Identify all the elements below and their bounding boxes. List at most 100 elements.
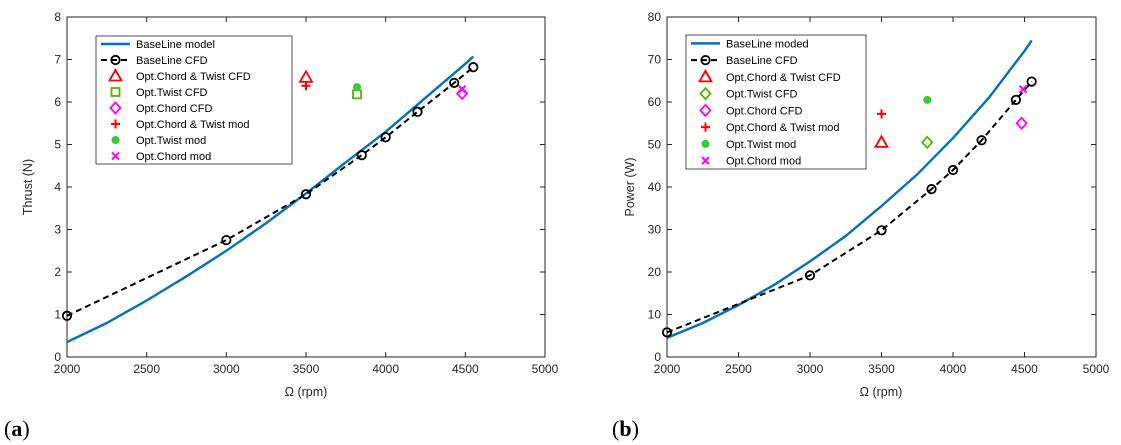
legend-entry: Opt.Chord & Twist CFD <box>107 68 251 83</box>
data-point <box>1010 94 1022 105</box>
data-point <box>804 270 816 281</box>
panel-label-a: (a) <box>4 416 30 441</box>
series-line <box>666 39 1033 340</box>
legend-entry: Opt.Twist CFD <box>110 87 208 99</box>
y-tick-label: 30 <box>648 223 662 237</box>
series-baseline-cfd <box>61 62 479 321</box>
legend-box <box>685 34 867 170</box>
legend-label: BaseLine moded <box>726 38 809 50</box>
x-axis: 2000 2500 3000 3500 4000 4500 5000 <box>654 17 1110 376</box>
legend-entry: Opt.Twist CFD <box>699 86 798 101</box>
data-point <box>661 327 673 338</box>
x-tick-label: 4000 <box>940 362 967 376</box>
plot-marks <box>61 55 479 344</box>
legend-label: Opt.Chord CFD <box>726 105 802 117</box>
series-opt-chord-mod <box>457 85 467 94</box>
series-opt-chord-twist-cfd <box>873 134 890 148</box>
x-tick-label: 4000 <box>372 362 399 376</box>
data-point <box>61 310 73 321</box>
legend-label: Opt.Chord mod <box>726 156 801 168</box>
legend-entry: Opt.Chord & Twist mod <box>701 122 840 134</box>
y-tick-label: 60 <box>648 95 662 109</box>
y-tick-label: 40 <box>648 180 662 194</box>
legend-label: Opt.Twist CFD <box>726 89 798 101</box>
y-tick-label: 10 <box>648 308 662 322</box>
legend: BaseLine model BaseLine CFD Opt.Chord & Tw… <box>95 35 293 165</box>
legend-label: Opt.Chord mod <box>136 151 211 163</box>
series-baseline-model <box>66 55 475 344</box>
legend-entry: Opt.Chord & Twist CFD <box>697 69 841 84</box>
legend-entry: BaseLine CFD <box>101 54 208 67</box>
series-opt-chord-twist-mod <box>877 109 886 119</box>
x-tick-label: 4500 <box>1011 362 1038 376</box>
legend-label: Opt.Chord CFD <box>136 103 212 115</box>
x-tick-label: 2000 <box>654 362 681 376</box>
legend-label: BaseLine model <box>136 39 215 51</box>
panel-label-b: (b) <box>612 416 639 441</box>
legend-entry: Opt.Chord CFD <box>109 101 212 115</box>
data-point <box>412 106 423 117</box>
legend-marker <box>699 103 712 118</box>
data-point <box>468 62 479 73</box>
legend-marker <box>699 86 712 101</box>
x-tick-label: 2000 <box>54 362 81 376</box>
x-axis: 2000 2500 3000 3500 4000 4500 5000 <box>54 17 559 376</box>
data-point <box>947 164 959 176</box>
y-tick-label: 6 <box>54 95 61 109</box>
data-point <box>877 109 886 119</box>
legend-marker <box>701 139 710 148</box>
x-axis-label: Ω (rpm) <box>860 385 903 399</box>
y-tick-label: 3 <box>54 223 61 237</box>
legend-label: Opt.Twist mod <box>726 139 796 151</box>
legend-box <box>95 35 293 165</box>
legend-marker <box>111 151 120 161</box>
x-tick-label: 2500 <box>725 362 752 376</box>
series-line <box>66 55 475 344</box>
series-baseline-cfd <box>661 76 1037 338</box>
data-point <box>923 95 932 104</box>
x-tick-label: 3000 <box>797 362 824 376</box>
data-point <box>921 135 934 150</box>
legend-marker <box>110 87 121 97</box>
data-point <box>976 135 987 146</box>
y-tick-label: 20 <box>648 265 662 279</box>
data-point <box>356 150 367 161</box>
x-tick-label: 3000 <box>213 362 240 376</box>
x-tick-label: 4500 <box>452 362 479 376</box>
legend-label: Opt.Twist mod <box>136 135 206 147</box>
y-tick-label: 5 <box>54 138 61 152</box>
data-point <box>876 225 887 236</box>
y-tick-label: 0 <box>54 350 61 364</box>
legend: BaseLine moded BaseLine CFD Opt.Chord & Tw… <box>685 34 867 170</box>
legend-marker <box>109 101 122 115</box>
legend-marker <box>700 55 711 66</box>
y-tick-label: 80 <box>648 10 662 24</box>
power-chart: 0 10 20 30 40 50 60 70 80 2000 2500 3000 3500 4000 45… <box>612 10 1110 441</box>
data-point <box>301 81 311 91</box>
legend-label: Opt.Chord & Twist CFD <box>726 72 841 84</box>
legend-entry: Opt.Twist mod <box>701 139 796 151</box>
legend-label: Opt.Twist CFD <box>136 87 208 99</box>
series-line <box>66 66 474 317</box>
data-point <box>1018 85 1028 94</box>
y-tick-label: 8 <box>54 10 61 24</box>
series-opt-chord-cfd <box>1015 116 1028 131</box>
legend-marker <box>111 119 120 129</box>
y-tick-label: 7 <box>54 53 61 67</box>
y-axis: 0 1 2 3 4 5 6 7 8 <box>54 10 545 364</box>
plot-marks <box>661 39 1037 340</box>
legend-marker <box>701 122 710 132</box>
y-tick-label: 4 <box>54 180 61 194</box>
legend-marker <box>111 136 120 144</box>
y-tick-label: 70 <box>648 53 662 67</box>
y-tick-label: 2 <box>54 265 61 279</box>
data-point <box>300 189 312 200</box>
y-tick-label: 0 <box>654 350 661 364</box>
legend-marker <box>701 156 710 165</box>
legend-entry: BaseLine model <box>101 39 215 51</box>
x-tick-label: 2500 <box>133 362 160 376</box>
series-baseline-moded <box>666 39 1033 340</box>
legend-entry: Opt.Chord & Twist mod <box>111 119 250 131</box>
data-point <box>352 83 361 92</box>
